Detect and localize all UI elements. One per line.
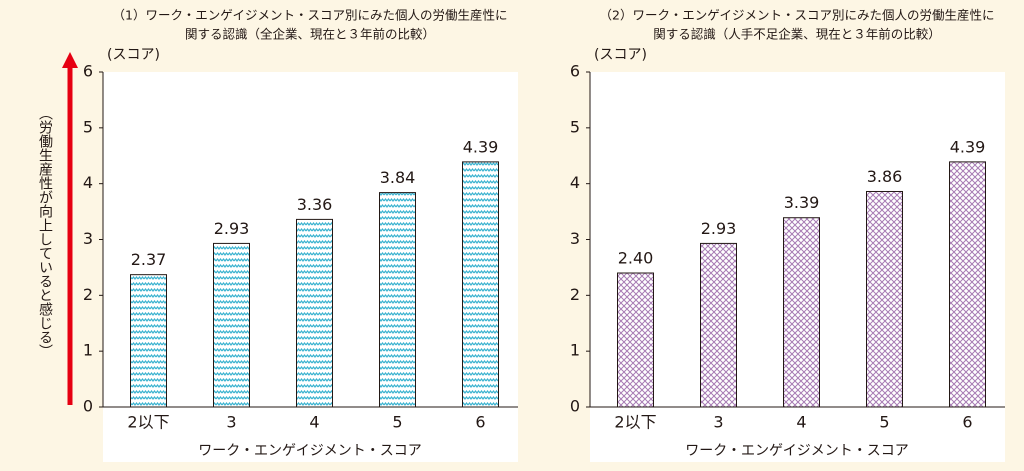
- y-tick-label: 1: [570, 341, 580, 360]
- value-label: 3.36: [297, 195, 333, 214]
- bar: [949, 161, 986, 408]
- x-tick-label: 2以下: [614, 413, 656, 432]
- x-tick-label: 5: [879, 413, 889, 432]
- y-tick-label: 3: [570, 229, 580, 248]
- side-label: （労働生産性が向上していると感じる）: [37, 106, 53, 358]
- chart-title: 関する認識（人手不足企業、現在と３年前の比較）: [653, 27, 941, 42]
- y-tick-label: 4: [570, 173, 580, 192]
- x-tick-label: 3: [713, 413, 723, 432]
- x-tick-label: 2以下: [127, 413, 169, 432]
- value-label: 3.86: [867, 167, 903, 186]
- y-axis-label: (スコア): [107, 47, 160, 63]
- x-tick-label: 3: [226, 413, 236, 432]
- value-label: 2.37: [131, 250, 167, 269]
- y-tick-label: 5: [570, 117, 580, 136]
- chart-title: （1）ワーク・エンゲイジメント・スコア別にみた個人の労働生産性に: [113, 8, 508, 23]
- x-axis-label: ワーク・エンゲイジメント・スコア: [685, 443, 908, 459]
- y-tick-label: 2: [570, 285, 580, 304]
- arrow-head: [62, 52, 78, 68]
- bar: [296, 218, 333, 408]
- bar: [783, 217, 820, 408]
- y-tick-label: 3: [83, 229, 93, 248]
- x-axis-label: ワーク・エンゲイジメント・スコア: [198, 443, 421, 459]
- x-tick-label: 4: [309, 413, 319, 432]
- value-label: 2.93: [214, 219, 250, 238]
- y-tick-label: 6: [83, 62, 93, 81]
- x-tick-label: 6: [475, 413, 485, 432]
- value-label: 3.39: [784, 193, 820, 212]
- y-tick-label: 6: [570, 62, 580, 81]
- chart-title: （2）ワーク・エンゲイジメント・スコア別にみた個人の労働生産性に: [600, 8, 995, 23]
- y-tick-label: 0: [570, 397, 580, 416]
- bar: [617, 272, 654, 408]
- bar: [379, 192, 416, 408]
- value-label: 2.40: [618, 249, 654, 268]
- value-label: 2.93: [701, 219, 737, 238]
- y-tick-label: 5: [83, 117, 93, 136]
- y-tick-label: 4: [83, 173, 93, 192]
- value-label: 4.39: [950, 137, 986, 156]
- value-label: 4.39: [463, 137, 499, 156]
- y-tick-label: 0: [83, 397, 93, 416]
- y-tick-label: 2: [83, 285, 93, 304]
- x-tick-label: 5: [392, 413, 402, 432]
- x-tick-label: 6: [962, 413, 972, 432]
- bar: [700, 242, 737, 408]
- bar: [462, 161, 499, 408]
- y-tick-label: 1: [83, 341, 93, 360]
- bar: [866, 190, 903, 408]
- x-tick-label: 4: [796, 413, 806, 432]
- bar: [130, 274, 167, 408]
- chart-title: 関する認識（全企業、現在と３年前の比較）: [185, 27, 435, 42]
- bar: [213, 242, 250, 408]
- y-axis-label: (スコア): [594, 47, 647, 63]
- value-label: 3.84: [380, 168, 416, 187]
